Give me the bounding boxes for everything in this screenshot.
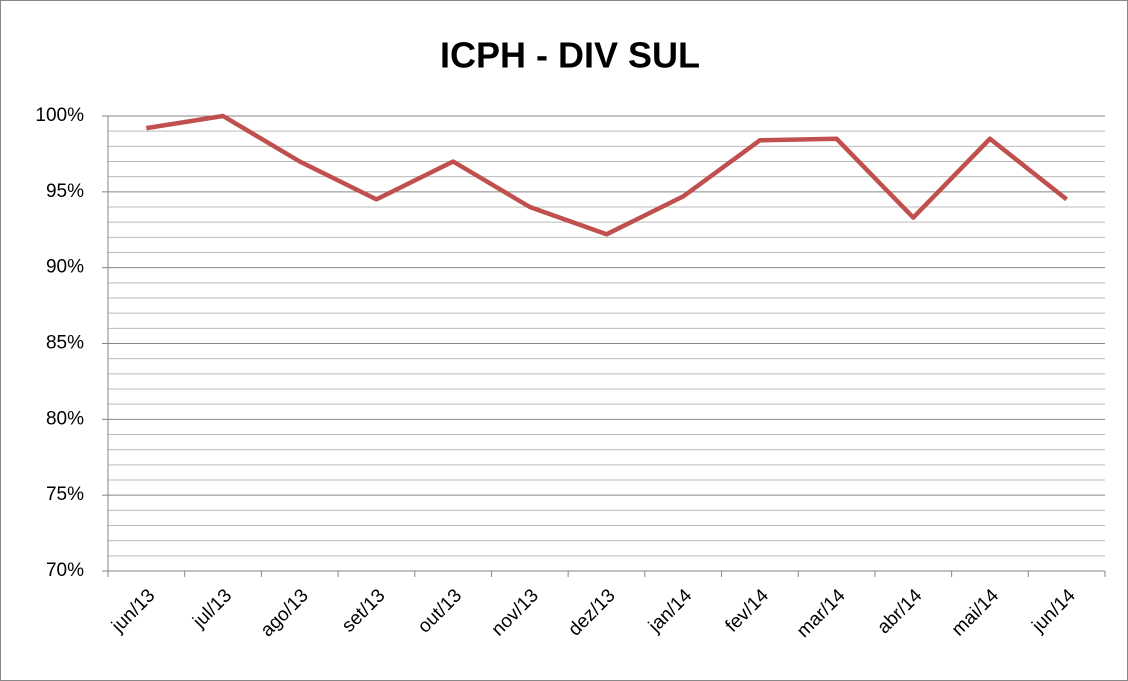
chart-title: ICPH - DIV SUL [440,35,700,76]
y-tick-label: 75% [46,484,84,505]
y-tick-label: 100% [35,105,84,126]
y-tick-label: 95% [46,181,84,202]
y-tick-label: 70% [46,560,84,581]
y-tick-label: 90% [46,257,84,278]
y-tick-label: 85% [46,333,84,354]
line-series [145,113,1069,237]
y-tick-label: 80% [46,408,84,429]
